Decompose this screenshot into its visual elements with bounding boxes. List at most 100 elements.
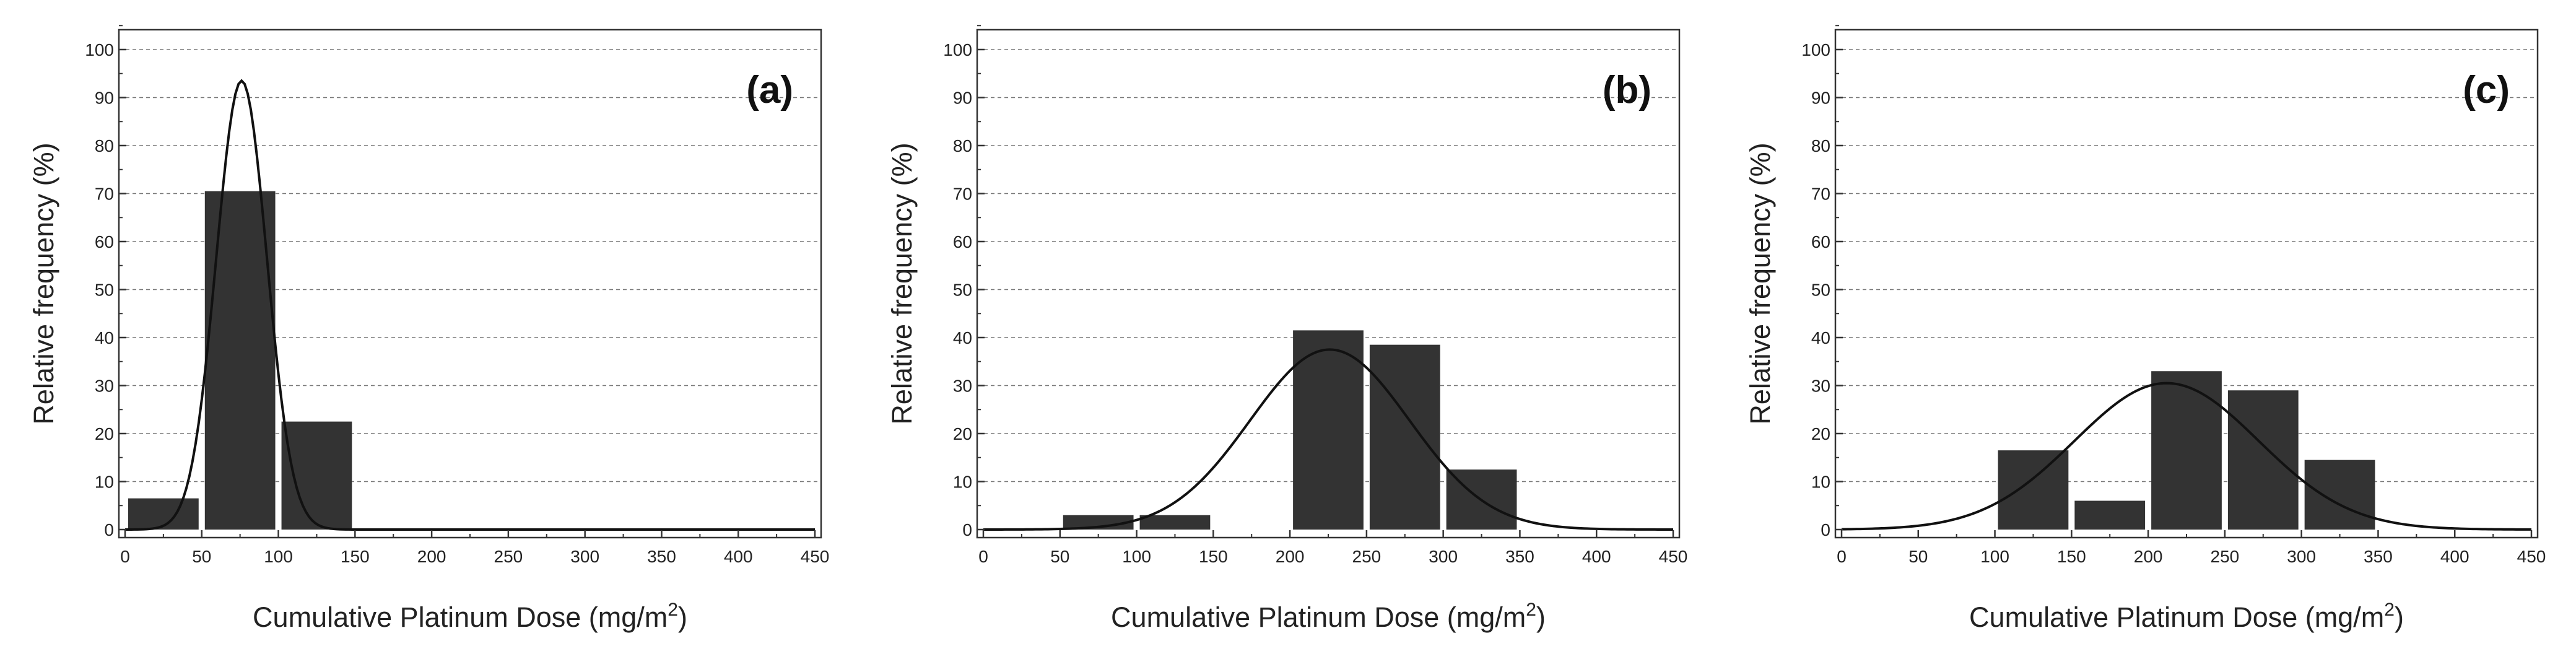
panel-label-a: (a) <box>746 69 793 111</box>
x-tick-label-150: 150 <box>341 547 370 566</box>
y-tick-label-90: 90 <box>953 89 972 108</box>
x-tick-label-50: 50 <box>192 547 211 566</box>
x-axis: 0 50 100 150 200 250 300 350 400 450 <box>978 530 1687 566</box>
bar-250-300 <box>2227 390 2299 530</box>
x-tick-label-200: 200 <box>2134 547 2163 566</box>
x-tick-label-100: 100 <box>264 547 293 566</box>
y-axis-title: Relative frequency (%) <box>886 142 918 424</box>
x-tick-label-400: 400 <box>2440 547 2469 566</box>
y-tick-label-60: 60 <box>95 232 114 251</box>
chart-b-svg: 0 10 20 30 40 50 60 70 80 90 100 0 50 100 150 200 250 300… <box>886 25 1687 633</box>
x-axis-title: Cumulative Platinum Dose (mg/m2) <box>253 600 687 633</box>
x-tick-label-150: 150 <box>1199 547 1228 566</box>
y-tick-label-60: 60 <box>953 232 972 251</box>
y-axis: 0 10 20 30 40 50 60 70 80 90 100 <box>1801 25 1843 539</box>
y-tick-label-90: 90 <box>1811 89 1830 108</box>
y-tick-label-30: 30 <box>1811 377 1830 396</box>
x-tick-label-0: 0 <box>978 547 988 566</box>
y-tick-label-80: 80 <box>95 136 114 155</box>
chart-panel-b: 0 10 20 30 40 50 60 70 80 90 100 0 50 100 150 200 250 300… <box>858 0 1717 659</box>
bar-50-100 <box>1063 515 1134 530</box>
gridlines <box>977 49 1679 482</box>
panel-label-c: (c) <box>2463 69 2510 111</box>
y-tick-label-0: 0 <box>962 520 972 539</box>
normal-fit-curve <box>1841 382 2532 531</box>
x-tick-label-450: 450 <box>801 547 830 566</box>
y-tick-label-80: 80 <box>953 136 972 155</box>
y-tick-label-40: 40 <box>953 328 972 347</box>
y-tick-label-100: 100 <box>1801 40 1830 59</box>
x-tick-label-100: 100 <box>1980 547 2009 566</box>
x-axis: 0 50 100 150 200 250 300 350 400 450 <box>120 530 829 566</box>
y-tick-label-50: 50 <box>953 281 972 300</box>
y-tick-label-100: 100 <box>85 40 114 59</box>
x-tick-label-200: 200 <box>1276 547 1305 566</box>
y-tick-label-20: 20 <box>95 424 114 443</box>
y-tick-label-0: 0 <box>104 520 114 539</box>
x-tick-label-250: 250 <box>494 547 523 566</box>
y-tick-label-80: 80 <box>1811 136 1830 155</box>
x-tick-label-0: 0 <box>120 547 130 566</box>
normal-fit-curve <box>983 348 1673 531</box>
bar-200-250 <box>1293 330 1364 530</box>
y-axis: 0 10 20 30 40 50 60 70 80 90 100 <box>85 25 126 539</box>
y-tick-label-70: 70 <box>95 185 114 204</box>
bar-200-250 <box>2151 371 2222 530</box>
x-tick-label-0: 0 <box>1837 547 1847 566</box>
bar-250-300 <box>1369 344 1440 530</box>
y-tick-label-40: 40 <box>1811 328 1830 347</box>
panel-label-b: (b) <box>1603 69 1651 111</box>
y-tick-label-60: 60 <box>1811 232 1830 251</box>
y-tick-label-20: 20 <box>953 424 972 443</box>
x-tick-label-450: 450 <box>2517 547 2546 566</box>
y-axis-title: Relative frequency (%) <box>1744 142 1776 424</box>
bar-150-200 <box>2074 500 2146 530</box>
y-tick-label-10: 10 <box>95 473 114 492</box>
x-tick-label-100: 100 <box>1122 547 1151 566</box>
bar-100-150 <box>1139 515 1211 530</box>
y-tick-label-70: 70 <box>1811 185 1830 204</box>
y-tick-label-100: 100 <box>943 40 972 59</box>
bar-100-150 <box>281 421 352 530</box>
chart-panel-a: 0 10 20 30 40 50 60 70 80 90 100 0 50 100 150 200 250 300… <box>0 0 858 659</box>
x-axis-title: Cumulative Platinum Dose (mg/m2) <box>1969 600 2404 633</box>
y-axis: 0 10 20 30 40 50 60 70 80 90 100 <box>943 25 985 539</box>
chart-a-svg: 0 10 20 30 40 50 60 70 80 90 100 0 50 100 150 200 250 300… <box>28 25 829 633</box>
x-tick-label-350: 350 <box>1505 547 1534 566</box>
y-tick-label-30: 30 <box>95 377 114 396</box>
y-tick-label-50: 50 <box>95 281 114 300</box>
y-tick-label-10: 10 <box>953 473 972 492</box>
x-tick-label-300: 300 <box>2287 547 2316 566</box>
x-tick-label-300: 300 <box>1429 547 1458 566</box>
y-tick-label-0: 0 <box>1821 520 1830 539</box>
x-tick-label-150: 150 <box>2057 547 2086 566</box>
y-axis-title: Relative frequency (%) <box>28 142 59 424</box>
bars <box>1063 330 1517 530</box>
x-tick-label-50: 50 <box>1050 547 1069 566</box>
y-tick-label-40: 40 <box>95 328 114 347</box>
bars <box>1998 371 2375 530</box>
x-tick-label-300: 300 <box>570 547 599 566</box>
x-tick-label-200: 200 <box>417 547 446 566</box>
normal-fit-curve <box>124 79 815 531</box>
gridlines <box>1835 49 2538 482</box>
y-tick-label-30: 30 <box>953 377 972 396</box>
y-tick-label-20: 20 <box>1811 424 1830 443</box>
x-tick-label-400: 400 <box>1582 547 1611 566</box>
x-axis-title: Cumulative Platinum Dose (mg/m2) <box>1111 600 1546 633</box>
x-tick-label-400: 400 <box>724 547 753 566</box>
y-tick-label-10: 10 <box>1811 473 1830 492</box>
x-tick-label-450: 450 <box>1659 547 1688 566</box>
x-tick-label-350: 350 <box>647 547 676 566</box>
x-tick-label-350: 350 <box>2364 547 2393 566</box>
chart-panel-c: 0 10 20 30 40 50 60 70 80 90 100 0 50 100 150 200 250 300… <box>1717 0 2575 659</box>
bar-300-350 <box>2304 460 2375 530</box>
x-tick-label-250: 250 <box>1352 547 1382 566</box>
x-axis: 0 50 100 150 200 250 300 350 400 450 <box>1837 530 2546 566</box>
y-tick-label-70: 70 <box>953 185 972 204</box>
x-tick-label-250: 250 <box>2211 547 2240 566</box>
y-tick-label-50: 50 <box>1811 281 1830 300</box>
y-tick-label-90: 90 <box>95 89 114 108</box>
x-tick-label-50: 50 <box>1908 547 1928 566</box>
bar-100-150 <box>1998 450 2069 530</box>
